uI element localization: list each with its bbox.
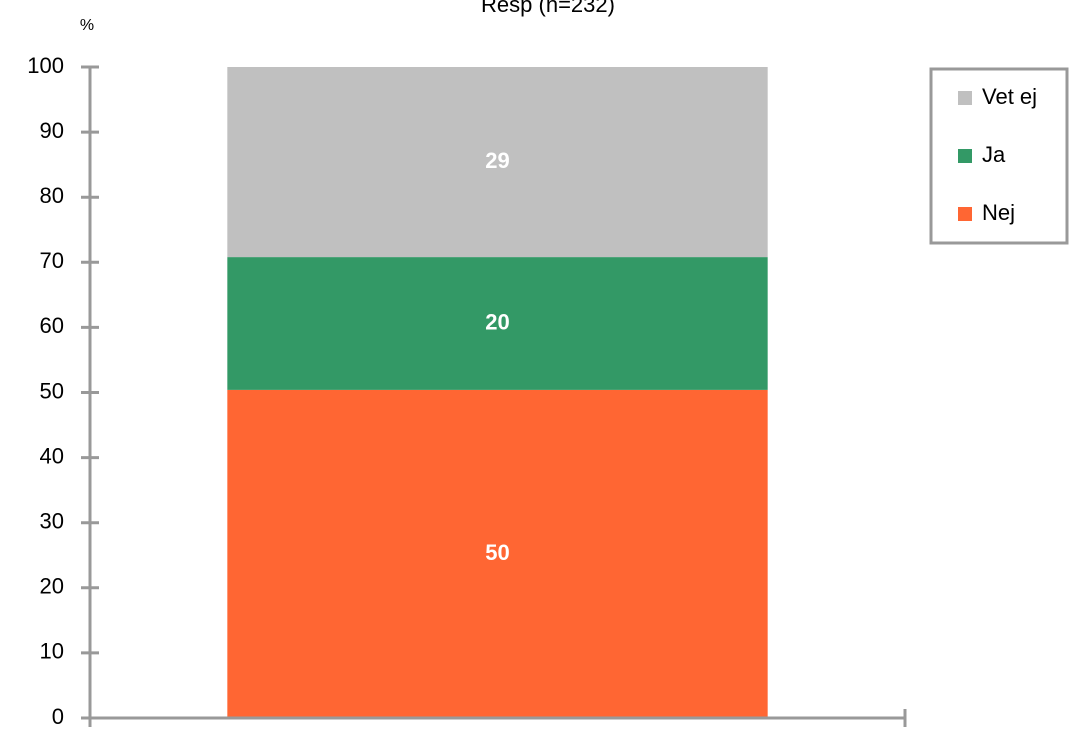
legend-swatch — [958, 91, 972, 105]
bar-segment — [227, 257, 768, 390]
data-label: 29 — [485, 148, 509, 173]
bar-segment — [227, 389, 768, 718]
y-tick-label: 40 — [40, 443, 64, 468]
y-tick-label: 10 — [40, 639, 64, 664]
legend-label: Vet ej — [982, 84, 1037, 109]
chart-title: Resp (n=232) — [481, 0, 615, 17]
legend-swatch — [958, 207, 972, 221]
legend-box — [929, 67, 1069, 245]
legend-label: Nej — [982, 200, 1015, 225]
y-tick-label: 100 — [27, 53, 64, 78]
y-tick-label: 70 — [40, 248, 64, 273]
y-tick-label: 30 — [40, 509, 64, 534]
y-tick-label: 50 — [40, 378, 64, 403]
y-tick-label: 20 — [40, 574, 64, 599]
data-label: 20 — [485, 309, 509, 334]
y-tick-label: 90 — [40, 118, 64, 143]
y-tick-label: 80 — [40, 183, 64, 208]
y-axis-label: % — [80, 17, 94, 34]
legend-label: Ja — [982, 142, 1006, 167]
y-tick-label: 0 — [52, 704, 64, 729]
legend-swatch — [958, 149, 972, 163]
data-label: 50 — [485, 540, 509, 565]
bar-segment — [227, 67, 768, 258]
y-tick-label: 60 — [40, 313, 64, 338]
